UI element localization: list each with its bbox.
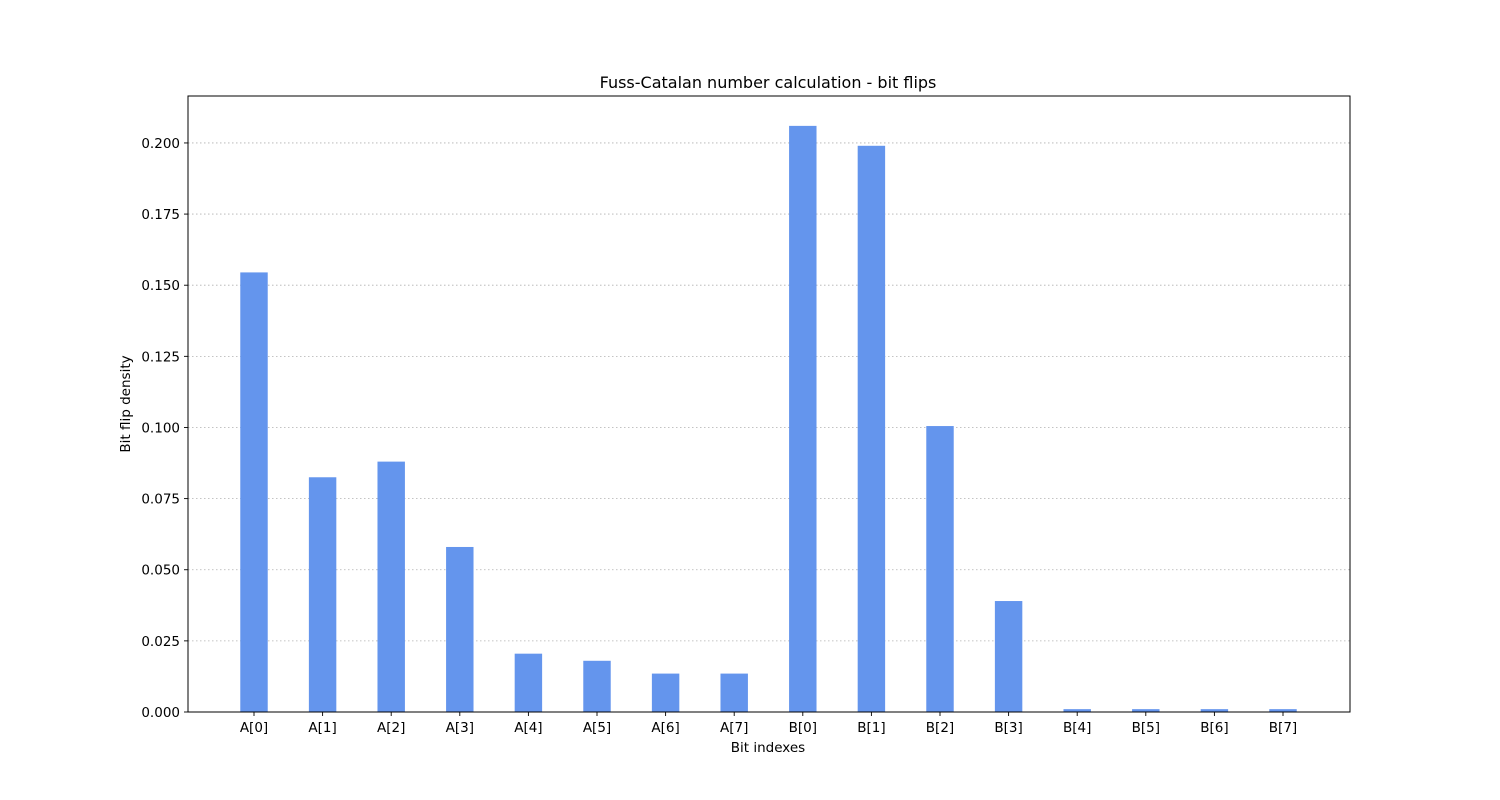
x-tick-label: B[1]: [857, 720, 885, 736]
bars: [240, 125, 1297, 713]
x-tick-label: B[2]: [926, 720, 954, 736]
y-axis-label: Bit flip density: [118, 355, 134, 452]
bar: [377, 461, 405, 712]
y-tick-label: 0.100: [141, 420, 180, 436]
x-tick-label: A[4]: [514, 720, 542, 736]
bar: [308, 477, 337, 712]
bar: [1269, 709, 1297, 712]
bar: [857, 145, 886, 713]
x-axis-ticks: A[0] A[1] A[2] A[3] A[4] A[5] A[6] A[7] B[0] B[1]…: [240, 712, 1297, 736]
x-tick-label: B[7]: [1269, 720, 1297, 736]
y-tick-label: 0.200: [141, 136, 180, 152]
y-tick-label: 0.075: [141, 492, 180, 508]
bar: [1063, 709, 1091, 712]
y-tick-label: 0.150: [141, 278, 180, 294]
bar: [651, 673, 680, 712]
plot-frame: [187, 95, 1351, 713]
y-axis-ticks: 0.000 0.025 0.050 0.075 0.100 0.125 0.150 0.175…: [141, 136, 188, 721]
y-tick-label: 0.025: [141, 634, 180, 650]
chart-title: Fuss-Catalan number calculation - bit fl…: [600, 73, 937, 92]
bar: [789, 125, 817, 712]
bar: [720, 673, 748, 712]
y-tick-label: 0.050: [141, 563, 180, 579]
bar: [514, 653, 543, 712]
x-tick-label: B[6]: [1200, 720, 1228, 736]
bar: [240, 272, 268, 712]
bar: [994, 601, 1023, 712]
x-tick-label: B[3]: [994, 720, 1022, 736]
x-tick-label: B[4]: [1063, 720, 1091, 736]
y-tick-label: 0.125: [141, 349, 180, 365]
x-tick-label: A[2]: [377, 720, 405, 736]
x-tick-label: B[5]: [1132, 720, 1160, 736]
x-tick-label: A[0]: [240, 720, 268, 736]
bar: [1132, 709, 1160, 712]
grid-lines: [188, 142, 1350, 642]
x-axis-label: Bit indexes: [731, 740, 805, 756]
x-tick-label: A[1]: [308, 720, 336, 736]
bar: [1200, 709, 1229, 712]
y-tick-label: 0.175: [141, 207, 180, 223]
x-tick-label: A[3]: [446, 720, 474, 736]
x-tick-label: A[7]: [720, 720, 748, 736]
bar: [926, 426, 954, 712]
bar: [446, 546, 474, 712]
x-tick-label: B[0]: [789, 720, 817, 736]
y-tick-label: 0.000: [141, 705, 180, 721]
x-tick-label: A[5]: [583, 720, 611, 736]
bar: [583, 660, 611, 712]
x-tick-label: A[6]: [651, 720, 679, 736]
